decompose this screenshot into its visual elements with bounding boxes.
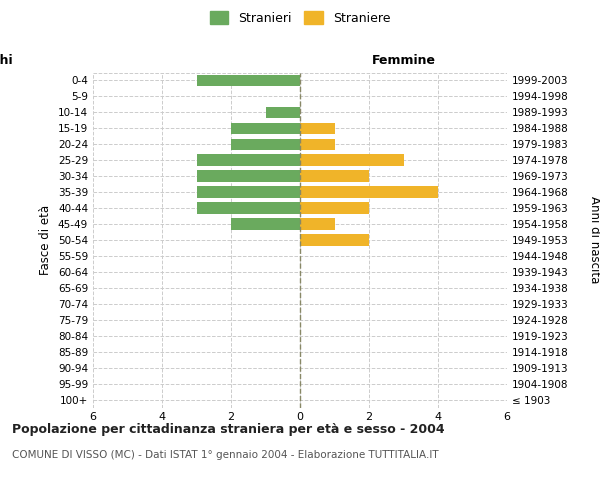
- Bar: [197, 186, 300, 198]
- Y-axis label: Fasce di età: Fasce di età: [40, 205, 52, 275]
- Bar: [231, 122, 300, 134]
- Bar: [197, 74, 300, 86]
- Bar: [300, 186, 438, 198]
- Bar: [300, 234, 369, 246]
- Bar: [300, 122, 335, 134]
- Text: Femmine: Femmine: [371, 54, 436, 68]
- Bar: [300, 154, 404, 166]
- Text: Popolazione per cittadinanza straniera per età e sesso - 2004: Popolazione per cittadinanza straniera p…: [12, 422, 445, 436]
- Bar: [231, 218, 300, 230]
- Legend: Stranieri, Straniere: Stranieri, Straniere: [207, 8, 393, 28]
- Bar: [300, 138, 335, 150]
- Bar: [231, 138, 300, 150]
- Bar: [300, 170, 369, 182]
- Text: COMUNE DI VISSO (MC) - Dati ISTAT 1° gennaio 2004 - Elaborazione TUTTITALIA.IT: COMUNE DI VISSO (MC) - Dati ISTAT 1° gen…: [12, 450, 439, 460]
- Bar: [197, 154, 300, 166]
- Bar: [197, 202, 300, 214]
- Y-axis label: Anni di nascita: Anni di nascita: [588, 196, 600, 284]
- Bar: [197, 170, 300, 182]
- Bar: [300, 202, 369, 214]
- Text: Maschi: Maschi: [0, 54, 14, 68]
- Bar: [300, 218, 335, 230]
- Bar: [265, 106, 300, 118]
